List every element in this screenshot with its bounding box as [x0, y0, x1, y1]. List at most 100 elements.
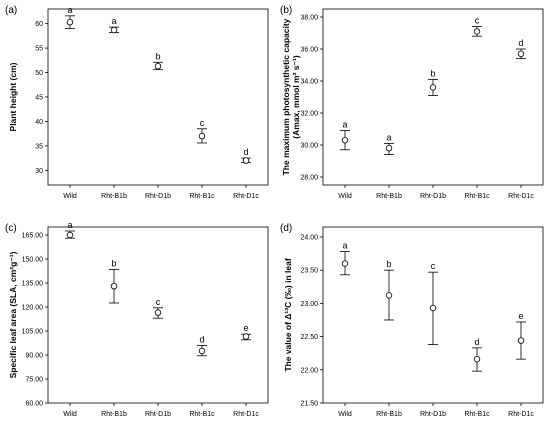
mean-point	[242, 333, 250, 340]
x-tick-label: Rht-B1c	[464, 411, 490, 418]
significance-letter: a	[67, 220, 72, 230]
chart-a: (a) 30 35 40 45 50 55 60 Wild Rht-B1b Rht-D1b Rht-B…	[5, 5, 269, 200]
y-axis-title-line2: (Amax, mmol m² s⁻¹)	[291, 55, 301, 139]
mean-point	[473, 355, 481, 363]
y-tick-label: 40	[35, 119, 43, 126]
y-axis-title: Plant height (cm)	[8, 62, 18, 131]
y-tick-label: 32.00	[300, 111, 318, 118]
x-tick-label: Rht-B1b	[101, 193, 127, 200]
significance-letter: b	[430, 68, 435, 78]
y-tick-label: 60	[35, 21, 43, 28]
significance-letter: c	[475, 16, 480, 26]
significance-letter: d	[474, 337, 479, 347]
significance-letter: d	[518, 38, 523, 48]
panel-b: (b) 28.00 30.00 32.00 34.00 36.00 38.00 Wild Rht…	[275, 0, 550, 217]
significance-letter: c	[156, 297, 161, 307]
mean-point	[429, 304, 437, 312]
plot-frame	[47, 8, 269, 186]
significance-letter: d	[199, 334, 204, 344]
y-tick-label: 36.00	[300, 47, 318, 54]
y-tick-label: 23.50	[300, 268, 318, 275]
plot-frame	[322, 8, 544, 186]
mean-point	[341, 136, 349, 144]
significance-letter: b	[111, 258, 116, 268]
mean-point	[66, 231, 74, 239]
significance-letter: d	[243, 147, 248, 157]
significance-letter: e	[243, 323, 248, 333]
panel-d: (d) 21.50 22.00 22.50 23.00 23.50 24.00 Wild Rht…	[275, 218, 550, 435]
significance-letter: c	[431, 261, 436, 271]
significance-letter: b	[386, 259, 391, 269]
mean-point	[385, 144, 393, 152]
y-tick-label: 22.00	[300, 367, 318, 374]
y-tick-label: 120.00	[22, 305, 44, 312]
x-tick-label: Rht-B1b	[376, 193, 402, 200]
x-tick-label: Rht-B1b	[101, 411, 127, 418]
mean-point	[385, 292, 393, 299]
y-axis-title: Specific leaf area (SLA, cm²g⁻¹)	[8, 251, 18, 378]
panel-label: (c)	[5, 223, 17, 234]
significance-letter: a	[386, 132, 391, 142]
y-axis-title-line1: The maximum photosynthetic capacity	[281, 18, 291, 175]
y-tick-label: 38.00	[300, 15, 318, 22]
x-tick-label: Rht-B1c	[189, 193, 215, 200]
significance-letter: c	[200, 118, 205, 128]
y-tick-label: 30	[35, 168, 43, 175]
chart-d: (d) 21.50 22.00 22.50 23.00 23.50 24.00 Wild Rht…	[280, 223, 544, 418]
y-tick-label: 45	[35, 95, 43, 102]
mean-point	[473, 28, 481, 35]
y-tick-label: 165.00	[22, 233, 44, 240]
y-tick-label: 75.00	[25, 377, 43, 384]
x-tick-label: Rht-B1c	[464, 193, 490, 200]
x-tick-label: Rht-D1c	[233, 411, 259, 418]
mean-point	[517, 50, 525, 57]
significance-letter: e	[518, 311, 523, 321]
mean-point	[154, 62, 162, 70]
x-tick-label: Rht-D1b	[420, 411, 446, 418]
x-tick-label: Rht-D1c	[508, 411, 534, 418]
y-tick-label: 34.00	[300, 79, 318, 86]
panel-label: (d)	[280, 223, 292, 234]
y-tick-label: 21.50	[300, 401, 318, 408]
significance-letter: a	[111, 16, 116, 26]
significance-letter: a	[342, 120, 347, 130]
x-tick-label: Wild	[63, 193, 77, 200]
mean-point	[66, 19, 74, 26]
y-tick-label: 105.00	[22, 329, 44, 336]
chart-c: (c) 60.00 75.00 90.00 105.00 120.00 135.00 150.…	[5, 220, 269, 418]
x-tick-label: Wild	[338, 193, 352, 200]
x-tick-label: Wild	[338, 411, 352, 418]
mean-point	[110, 282, 118, 290]
x-tick-label: Rht-D1b	[145, 193, 171, 200]
x-tick-label: Rht-D1b	[420, 193, 446, 200]
mean-point	[198, 347, 206, 355]
mean-point	[341, 260, 349, 267]
significance-letter: a	[342, 241, 347, 251]
mean-point	[154, 309, 162, 316]
significance-letter: b	[155, 51, 160, 61]
panel-a: (a) 30 35 40 45 50 55 60 Wild Rht-B1b Rht-D1b Rht-B…	[0, 0, 275, 217]
x-tick-label: Rht-B1b	[376, 411, 402, 418]
mean-point	[517, 337, 525, 344]
x-tick-label: Rht-D1c	[233, 193, 259, 200]
x-tick-label: Rht-D1c	[508, 193, 534, 200]
mean-point	[429, 84, 437, 91]
y-tick-label: 50	[35, 70, 43, 77]
y-tick-label: 35	[35, 143, 43, 150]
y-tick-label: 28.00	[300, 175, 318, 182]
x-tick-label: Rht-B1c	[189, 411, 215, 418]
y-tick-label: 22.50	[300, 334, 318, 341]
y-tick-label: 23.00	[300, 301, 318, 308]
mean-point	[242, 157, 250, 164]
y-axis-title: The value of Δ¹³C (‰) in leaf	[283, 258, 293, 371]
y-tick-label: 60.00	[25, 401, 43, 408]
x-tick-label: Wild	[63, 411, 77, 418]
y-tick-label: 55	[35, 46, 43, 53]
chart-b: (b) 28.00 30.00 32.00 34.00 36.00 38.00 Wild Rht…	[280, 5, 544, 200]
panel-label: (b)	[280, 5, 292, 16]
y-tick-label: 30.00	[300, 143, 318, 150]
x-tick-label: Rht-D1b	[145, 411, 171, 418]
y-tick-label: 135.00	[22, 281, 44, 288]
y-tick-label: 90.00	[25, 353, 43, 360]
panel-label: (a)	[5, 5, 17, 16]
